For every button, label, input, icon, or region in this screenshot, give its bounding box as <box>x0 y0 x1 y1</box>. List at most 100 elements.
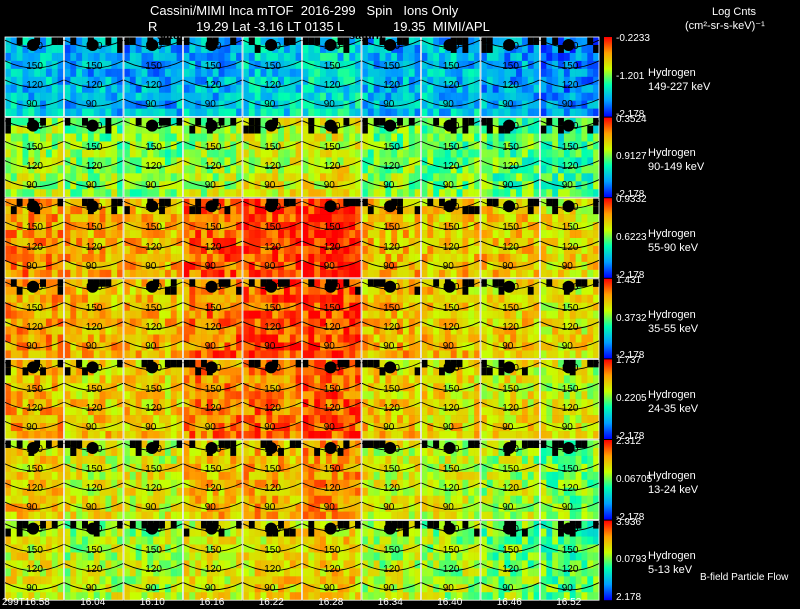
heatmap-cell <box>362 245 369 255</box>
heatmap-cell <box>521 149 529 158</box>
heatmap-cell <box>289 125 296 134</box>
heatmap-cell <box>93 84 100 94</box>
heatmap-cell <box>402 189 410 198</box>
saturn-disc <box>562 200 575 213</box>
heatmap-cell <box>117 423 124 432</box>
heatmap-cell <box>486 206 493 215</box>
heatmap-cell <box>569 52 576 62</box>
heatmap-cell <box>159 238 166 247</box>
heatmap-cell <box>230 165 237 174</box>
heatmap-cell <box>462 318 469 327</box>
heatmap-cell <box>569 302 576 311</box>
heatmap-cell <box>70 165 77 174</box>
heatmap-cell <box>450 294 457 303</box>
heatmap-cell <box>93 181 100 190</box>
heatmap-cell <box>218 189 225 198</box>
heatmap-cell <box>468 60 475 70</box>
heatmap-cell <box>153 84 160 94</box>
heatmap-cell <box>82 302 89 311</box>
heatmap-cell <box>189 92 196 101</box>
heatmap-cell <box>76 141 83 150</box>
heatmap-cell <box>510 269 517 279</box>
heatmap-cell <box>504 222 511 231</box>
heatmap-cell <box>201 206 208 215</box>
heatmap-cell <box>402 286 410 296</box>
heatmap-cell <box>254 84 261 94</box>
heatmap-cell <box>129 415 136 424</box>
heatmap-cell <box>320 76 327 86</box>
heatmap-cell <box>402 230 410 239</box>
heatmap-cell <box>421 157 428 166</box>
heatmap-cell <box>82 125 89 134</box>
heatmap-cell <box>16 318 23 327</box>
heatmap-cell <box>117 125 124 134</box>
heatmap-cell <box>218 326 225 335</box>
heatmap-cell <box>486 76 493 86</box>
heatmap-cell <box>563 108 571 117</box>
heatmap-cell <box>248 253 255 263</box>
heatmap-cell <box>314 84 321 94</box>
panel-border <box>123 278 183 359</box>
heatmap-cell <box>421 173 428 182</box>
heatmap-cell <box>289 342 296 351</box>
heatmap-cell <box>533 100 540 109</box>
heatmap-cell <box>212 181 219 190</box>
heatmap-cell <box>575 286 582 296</box>
heatmap-cell <box>402 165 410 174</box>
heatmap-cell <box>421 230 428 239</box>
heatmap-cell <box>16 68 23 78</box>
heatmap-cell <box>176 100 183 109</box>
heatmap-cell <box>22 245 29 255</box>
heatmap-cell <box>206 165 214 174</box>
heatmap-cell <box>468 92 475 101</box>
heatmap-cell <box>278 133 285 142</box>
heatmap-cell <box>540 286 547 296</box>
heatmap-cell <box>117 294 124 303</box>
heatmap-cell <box>510 189 517 198</box>
heatmap-cell <box>563 76 571 86</box>
heatmap-cell <box>93 334 100 343</box>
heatmap-cell <box>527 189 534 198</box>
heatmap-cell <box>540 44 547 54</box>
heatmap-cell <box>552 125 559 134</box>
heatmap-cell <box>504 68 511 78</box>
heatmap-cell <box>320 141 327 150</box>
heatmap-cell <box>367 157 374 166</box>
heatmap-cell <box>34 133 41 142</box>
heatmap-cell <box>385 157 392 166</box>
heatmap-cell <box>439 230 446 239</box>
heatmap-cell <box>546 214 553 223</box>
heatmap-cell <box>498 350 505 359</box>
heatmap-cell <box>87 261 95 271</box>
heatmap-cell <box>308 415 315 424</box>
heatmap-cell <box>308 342 315 351</box>
heatmap-cell <box>243 342 250 351</box>
heatmap-cell <box>159 269 166 279</box>
heatmap-cell <box>433 334 440 343</box>
heatmap-cell <box>516 181 523 190</box>
heatmap-cell <box>385 60 392 70</box>
heatmap-cell <box>385 326 392 335</box>
heatmap-cell <box>260 149 267 158</box>
heatmap-cell <box>87 253 95 263</box>
heatmap-cell <box>558 189 565 198</box>
heatmap-cell <box>64 165 71 174</box>
heatmap-cell <box>189 230 196 239</box>
heatmap-cell <box>164 76 172 86</box>
heatmap-cell <box>581 44 588 54</box>
heatmap-cell <box>504 334 511 343</box>
heatmap-cell <box>124 125 131 134</box>
spin-panel <box>540 36 600 117</box>
heatmap-cell <box>64 189 71 198</box>
panel-border <box>540 117 600 198</box>
heatmap-cell <box>302 133 309 142</box>
heatmap-cell <box>527 214 534 223</box>
heatmap-cell <box>295 407 302 416</box>
heatmap-cell <box>28 383 35 392</box>
heatmap-cell <box>278 415 285 424</box>
heatmap-cell <box>362 92 369 101</box>
heatmap-cell <box>408 37 415 46</box>
spin-panel <box>421 117 481 198</box>
heatmap-cell <box>289 68 296 78</box>
heatmap-cell <box>373 350 380 359</box>
